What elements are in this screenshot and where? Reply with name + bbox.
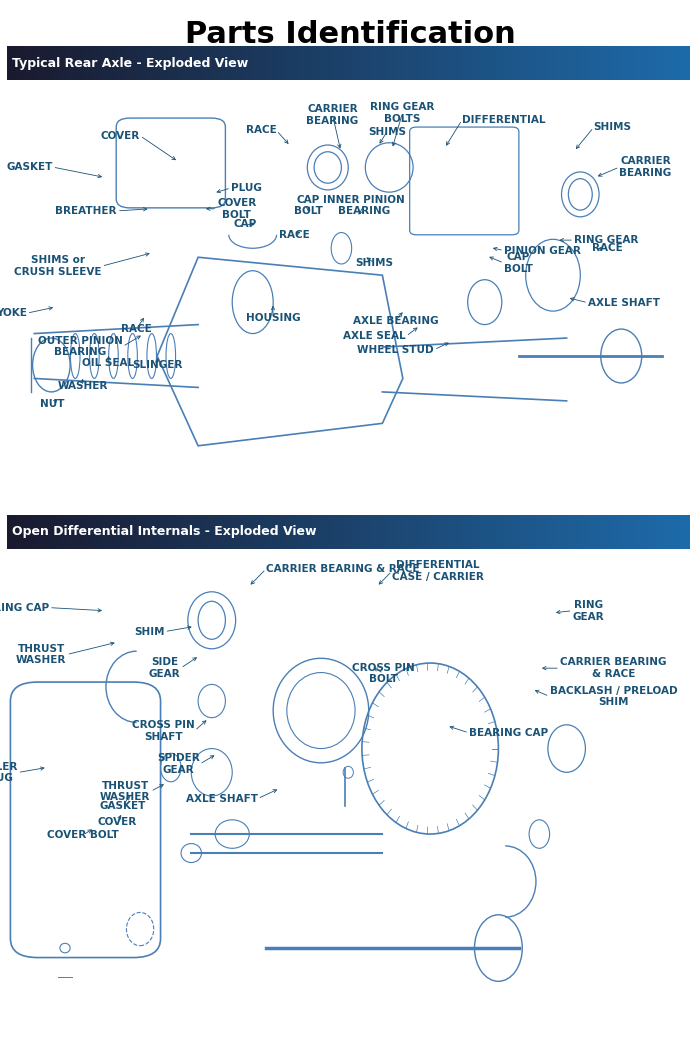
Text: OIL SEAL: OIL SEAL [83,358,134,369]
Text: BEARING CAP: BEARING CAP [0,602,49,613]
Text: PINION GEAR: PINION GEAR [504,245,581,256]
Text: RING
GEAR: RING GEAR [573,600,604,621]
Text: COVER: COVER [101,130,140,141]
Text: WASHER: WASHER [57,381,108,392]
Text: COVER BOLT: COVER BOLT [47,830,118,840]
Text: SHIMS: SHIMS [594,122,631,133]
Text: SHIMS: SHIMS [356,258,393,268]
Text: BACKLASH / PRELOAD
SHIM: BACKLASH / PRELOAD SHIM [550,686,677,707]
Text: THRUST
WASHER: THRUST WASHER [100,781,150,802]
Text: FILLER
PLUG: FILLER PLUG [0,762,18,783]
Text: AXLE SHAFT: AXLE SHAFT [186,793,258,804]
Text: PLUG: PLUG [231,183,262,193]
Text: INNER PINION
BEARING: INNER PINION BEARING [323,195,405,216]
Text: SHIM: SHIM [134,626,164,637]
Text: RACE: RACE [246,125,276,136]
Text: RING GEAR: RING GEAR [574,235,638,245]
Text: AXLE BEARING: AXLE BEARING [353,315,438,326]
Text: CARRIER BEARING & RACE: CARRIER BEARING & RACE [266,564,419,574]
Text: COVER: COVER [98,816,137,827]
Text: NUT: NUT [41,399,64,409]
Text: CARRIER
BEARING: CARRIER BEARING [620,157,672,177]
Text: RACE: RACE [121,324,152,334]
Text: DIFFERENTIAL
CASE / CARRIER: DIFFERENTIAL CASE / CARRIER [392,561,484,582]
Text: SHIMS or
CRUSH SLEEVE: SHIMS or CRUSH SLEEVE [14,256,101,277]
Text: SIDE
GEAR: SIDE GEAR [149,658,181,679]
Text: CROSS PIN
BOLT: CROSS PIN BOLT [352,663,415,684]
Text: CARRIER
BEARING: CARRIER BEARING [307,104,358,125]
Text: HOUSING: HOUSING [246,313,300,324]
Text: WHEEL STUD: WHEEL STUD [358,345,434,355]
Text: OUTER PINION
BEARING: OUTER PINION BEARING [38,336,122,357]
Text: CAP
BOLT: CAP BOLT [504,253,533,274]
Text: AXLE SEAL: AXLE SEAL [344,331,406,341]
Text: BEARING CAP: BEARING CAP [469,728,548,738]
Text: CAP
BOLT: CAP BOLT [293,195,323,216]
Text: Open Differential Internals - Exploded View: Open Differential Internals - Exploded V… [13,525,317,539]
Text: AXLE SHAFT: AXLE SHAFT [588,298,660,308]
Text: DIFFERENTIAL: DIFFERENTIAL [462,115,545,125]
Text: RING GEAR
BOLTS: RING GEAR BOLTS [370,102,435,123]
Text: YOKE: YOKE [0,308,27,318]
Text: Parts Identification: Parts Identification [185,20,515,49]
Text: Typical Rear Axle - Exploded View: Typical Rear Axle - Exploded View [13,56,248,70]
Text: CARRIER BEARING
& RACE: CARRIER BEARING & RACE [560,658,666,679]
Text: SPIDER
GEAR: SPIDER GEAR [157,754,200,775]
Text: SLINGER: SLINGER [132,360,183,371]
Text: GASKET: GASKET [99,801,146,811]
Text: BREATHER: BREATHER [55,206,117,216]
Text: CAP: CAP [233,219,257,230]
Text: THRUST
WASHER: THRUST WASHER [16,644,66,665]
Text: GASKET: GASKET [6,162,52,172]
Text: RACE: RACE [592,243,623,254]
Text: CROSS PIN
SHAFT: CROSS PIN SHAFT [132,720,195,741]
Text: RACE: RACE [279,230,309,240]
Text: SHIMS: SHIMS [368,126,406,137]
Text: COVER
BOLT: COVER BOLT [217,198,256,219]
